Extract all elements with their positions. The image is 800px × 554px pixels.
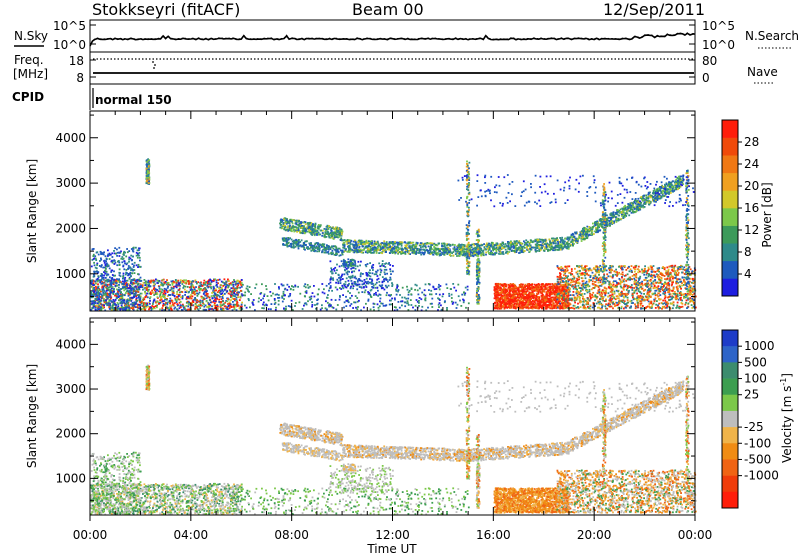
velocity-colorbar: 1000 500 100 25 -25 -100 -500 -1000	[721, 329, 779, 509]
colorbar-tick-label: 12	[744, 223, 759, 237]
colorbar-tick-label: -100	[744, 436, 771, 450]
colorbar-swatch	[722, 190, 738, 209]
velocity-colorbar-label-end: ]	[780, 373, 794, 378]
colorbar-tick-label: -1000	[744, 469, 779, 483]
velocity-ylabel: Slant Range [km]	[25, 364, 39, 468]
freq-right-tick-bottom: 0	[702, 71, 710, 85]
date-title: 12/Sep/2011	[602, 0, 705, 19]
colorbar-swatch	[722, 378, 738, 396]
y-tick-label: 2000	[55, 221, 86, 235]
noise-left-tick-bottom: 10^0	[53, 38, 86, 52]
y-tick-label: 4000	[55, 337, 86, 351]
noise-frame	[89, 19, 696, 53]
power-ylabel: Slant Range [km]	[25, 159, 39, 263]
power-colorbar: 28 24 20 16 12 8 4	[721, 119, 759, 297]
time-x-axis: 00:00 04:00 08:00 12:00 16:00 20:00 00:00	[73, 111, 713, 542]
colorbar-swatch	[722, 225, 738, 244]
colorbar-tick-label: 4	[744, 267, 752, 281]
noise-left-tick-top: 10^5	[53, 19, 86, 33]
x-tick-label: 08:00	[274, 528, 309, 542]
y-tick-label: 3000	[55, 382, 86, 396]
freq-right-tick-top: 80	[702, 54, 717, 68]
colorbar-swatch	[722, 475, 738, 493]
velocity-panel: 1000 2000 3000 4000 Slant Range [km] 1000 50…	[25, 317, 794, 516]
colorbar-swatch	[722, 330, 738, 347]
freq-left-tick-top: 18	[69, 54, 84, 68]
colorbar-swatch	[722, 208, 738, 226]
y-tick-label: 3000	[55, 176, 86, 190]
y-tick-label: 2000	[55, 427, 86, 441]
colorbar-tick-label: -25	[744, 420, 764, 434]
x-tick-label: 20:00	[577, 528, 612, 542]
colorbar-tick-label: 25	[744, 388, 759, 402]
colorbar-tick-label: 500	[744, 355, 767, 369]
freq-left-tick-bottom: 8	[76, 71, 84, 85]
beam-title: Beam 00	[352, 0, 424, 19]
colorbar-swatch	[722, 346, 738, 363]
y-tick-label: 4000	[55, 131, 86, 145]
colorbar-swatch	[722, 278, 738, 297]
x-tick-label: 04:00	[174, 528, 209, 542]
colorbar-swatch	[722, 443, 738, 460]
colorbar-swatch	[722, 410, 738, 428]
colorbar-tick-label: 28	[744, 135, 759, 149]
velocity-y-axis: 1000 2000 3000 4000	[55, 321, 695, 502]
colorbar-tick-label: 16	[744, 201, 759, 215]
velocity-colorbar-label-sup: -1	[779, 378, 788, 386]
colorbar-swatch	[722, 459, 738, 476]
freq-left-label-bottom: [MHz]	[13, 67, 48, 81]
colorbar-tick-label: 8	[744, 245, 752, 259]
nave-right-label: Nave	[747, 65, 778, 79]
cpid-panel: CPID normal 150	[12, 84, 172, 110]
colorbar-swatch	[722, 120, 738, 138]
colorbar-swatch	[722, 491, 738, 509]
noise-right-label: N.Search	[745, 29, 799, 43]
x-tick-label: 00:00	[678, 528, 713, 542]
y-tick-label: 1000	[55, 471, 86, 485]
freq-panel: Freq. [MHz] 18 8 80 0 Nave	[13, 51, 778, 85]
colorbar-tick-label: 24	[744, 157, 759, 171]
colorbar-tick-label: 20	[744, 179, 759, 193]
colorbar-tick-label: 1000	[744, 339, 775, 353]
power-colorbar-label: Power [dB]	[760, 182, 774, 247]
x-tick-label: 12:00	[375, 528, 410, 542]
noise-sky-series	[89, 32, 696, 47]
power-heatmap-cells	[90, 158, 697, 312]
noise-left-label: N.Sky	[14, 29, 48, 43]
power-y-axis: 1000 2000 3000 4000	[55, 114, 695, 297]
velocity-colorbar-label-main: Velocity [m s	[780, 386, 794, 463]
x-tick-label: 16:00	[476, 528, 511, 542]
noise-panel: N.Sky 10^5 10^0 10^5 10^0 N.Search	[14, 19, 799, 53]
velocity-colorbar-label: Velocity [m s-1]	[779, 373, 794, 463]
velocity-heatmap-cells	[90, 364, 697, 516]
colorbar-swatch	[722, 137, 738, 156]
colorbar-tick-label: 100	[744, 372, 767, 386]
cpid-value: normal 150	[95, 93, 172, 107]
x-axis-label: Time UT	[366, 542, 417, 554]
colorbar-swatch	[722, 362, 738, 379]
noise-right-tick-top: 10^5	[702, 19, 735, 33]
colorbar-swatch	[722, 172, 738, 191]
colorbar-tick-label: -500	[744, 452, 771, 466]
x-tick-label: 00:00	[73, 528, 108, 542]
colorbar-swatch	[722, 260, 738, 279]
colorbar-swatch	[722, 427, 738, 444]
freq-frame	[89, 51, 696, 85]
cpid-label: CPID	[12, 90, 44, 104]
colorbar-swatch	[722, 155, 738, 174]
y-tick-label: 1000	[55, 267, 86, 281]
noise-right-tick-bottom: 10^0	[702, 38, 735, 52]
freq-left-label-top: Freq.	[14, 53, 44, 67]
colorbar-swatch	[722, 243, 738, 262]
station-title: Stokkseyri (fitACF)	[92, 0, 241, 19]
power-panel: 1000 2000 3000 4000 Slant Range [km] 28 24 20…	[25, 110, 774, 312]
colorbar-swatch	[722, 394, 738, 412]
